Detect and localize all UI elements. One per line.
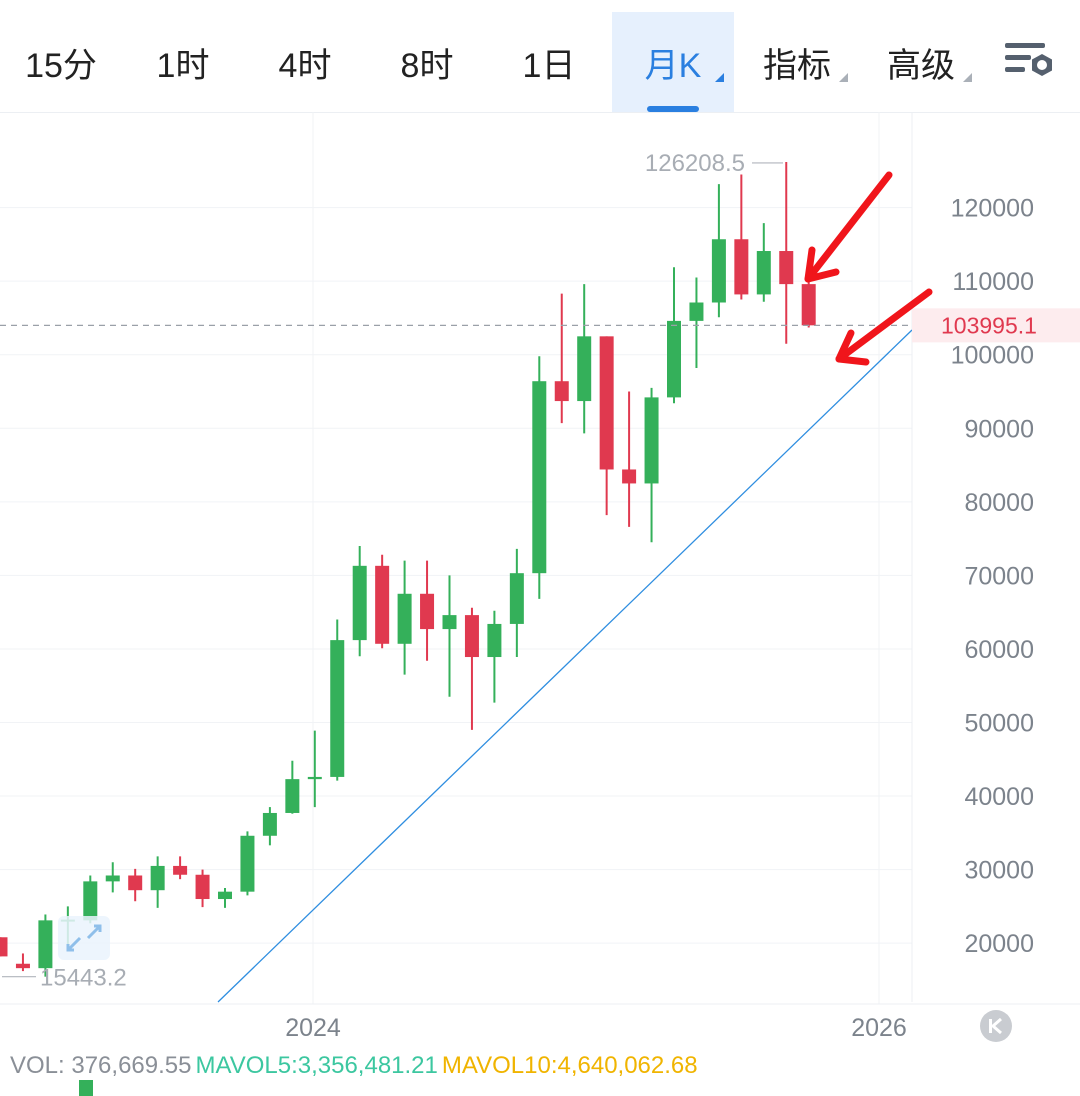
candle-body (262, 812, 277, 836)
candle-body (577, 336, 592, 402)
tab-label: 1时 (156, 46, 210, 85)
price-axis: 120000 110000 100000 90000 80000 70000 60000 50… (951, 195, 1034, 959)
price-tick-label: 50000 (964, 709, 1034, 737)
price-tick-label: 40000 (964, 783, 1034, 811)
candle-body (442, 615, 457, 630)
price-tick-label: 110000 (952, 268, 1034, 296)
candle-body (285, 779, 300, 813)
tab-label: 8时 (400, 46, 454, 85)
price-tick-label: 90000 (964, 415, 1034, 443)
candle-body (801, 284, 816, 326)
active-tab-indicator (647, 106, 699, 112)
chart-grid (0, 112, 912, 1004)
expand-icon[interactable] (58, 916, 110, 960)
candlestick-chart[interactable]: 120000 110000 100000 90000 80000 70000 60000 50… (0, 112, 1080, 1046)
tab-label: 月K (644, 46, 702, 85)
price-tick-label: 80000 (964, 489, 1034, 517)
candle-body (15, 963, 30, 969)
price-tick-label: 70000 (964, 562, 1034, 590)
high-price-label: 126208.5 (645, 150, 745, 177)
candle-body (83, 881, 98, 921)
candle-body (218, 891, 232, 900)
low-price-label: 15443.2 (40, 965, 127, 992)
chart-settings-icon[interactable] (1000, 38, 1060, 86)
mavol5-value: MAVOL5:3,356,481.21 (195, 1052, 438, 1079)
candle-body (0, 937, 8, 957)
price-tick-label: 120000 (951, 195, 1034, 223)
price-tick-label: 60000 (964, 636, 1034, 664)
candle-body (240, 835, 255, 892)
candle-body (599, 336, 614, 470)
current-price-label: 103995.1 (941, 312, 1037, 338)
current-price-tag (912, 308, 1080, 343)
candle-body (667, 320, 681, 398)
candle-body (397, 593, 412, 644)
dropdown-triangle-icon (715, 73, 724, 82)
candle-body (711, 239, 726, 303)
annotation-arrow (835, 288, 933, 366)
tab-1hour[interactable]: 1时 (122, 12, 244, 112)
candle-body (554, 381, 569, 402)
tab-label: 指标 (763, 46, 831, 85)
price-tick-label: 100000 (951, 342, 1034, 370)
candle-body (173, 865, 188, 875)
time-tick-label: 2026 (851, 1014, 907, 1042)
candle-body (375, 565, 390, 644)
candle-body (128, 875, 143, 891)
scroll-to-latest-button[interactable] (980, 1010, 1012, 1042)
candle-body (330, 640, 345, 777)
volume-stats-row: VOL: 376,669.55 MAVOL5:3,356,481.21 MAVO… (0, 1046, 1080, 1086)
tab-8hour[interactable]: 8时 (366, 12, 488, 112)
candle-body (307, 776, 322, 780)
candle-body (352, 565, 367, 641)
candle-body (644, 397, 659, 484)
tab-4hour[interactable]: 4时 (244, 12, 366, 112)
trendline (217, 329, 913, 1003)
price-tick-label: 30000 (964, 857, 1034, 885)
tab-advanced[interactable]: 高级 (860, 12, 982, 112)
annotation-arrow (804, 171, 893, 283)
time-axis: 2024 2026 (285, 1014, 907, 1042)
mavol10-value: MAVOL10:4,640,062.68 (441, 1052, 698, 1079)
candles-group (0, 161, 816, 977)
candle-body (464, 615, 479, 658)
candle-body (150, 865, 165, 891)
candle-body (532, 381, 547, 574)
candle-body (105, 875, 120, 882)
dropdown-triangle-icon (839, 73, 848, 82)
candle-body (622, 469, 637, 484)
candle-body (420, 593, 435, 630)
price-tick-label: 20000 (964, 930, 1034, 958)
tab-label: 4时 (278, 46, 332, 85)
dropdown-triangle-icon (963, 73, 972, 82)
time-tick-label: 2024 (285, 1014, 341, 1042)
tab-1day[interactable]: 1日 (488, 12, 610, 112)
candle-body (487, 623, 502, 658)
tab-indicators[interactable]: 指标 (736, 12, 858, 112)
tab-label: 1日 (522, 46, 576, 85)
volume-bar (79, 1080, 93, 1096)
tab-label: 高级 (887, 46, 955, 85)
tab-15min[interactable]: 15分 (0, 12, 122, 112)
tab-label: 15分 (25, 46, 97, 85)
candle-body (756, 251, 771, 295)
candle-body (195, 874, 210, 900)
candle-body (509, 573, 524, 624)
candle-body (734, 239, 749, 295)
timeframe-tab-bar: 15分 1时 4时 8时 1日 月K 指标 高级 (0, 0, 1080, 113)
candle-body (38, 920, 53, 969)
candle-body (689, 302, 704, 321)
tab-monthly-k[interactable]: 月K (612, 12, 734, 112)
candle-body (779, 251, 794, 285)
vol-value: VOL: 376,669.55 (10, 1052, 192, 1079)
